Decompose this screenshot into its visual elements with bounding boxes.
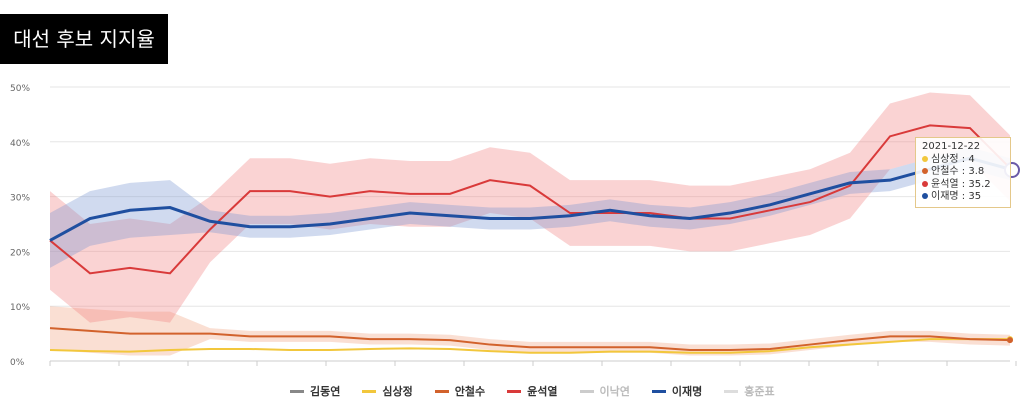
legend-label: 안철수 xyxy=(454,385,486,398)
tooltip: 2021-12-22 심상정 : 4 안철수 : 3.8 윤석열 : 35.2 이재명… xyxy=(915,137,1011,208)
legend-label: 이재명 xyxy=(671,385,703,398)
series-line[interactable] xyxy=(49,156,1011,242)
legend-item[interactable]: 김동연 xyxy=(290,383,340,399)
tooltip-name: 윤석열 xyxy=(931,178,959,190)
legend-swatch xyxy=(724,389,739,393)
tooltip-name: 심상정 xyxy=(931,153,959,165)
legend-item[interactable]: 윤석열 xyxy=(507,383,558,399)
legend-swatch xyxy=(651,389,666,393)
legend-swatch xyxy=(362,389,377,393)
legend-swatch xyxy=(579,389,594,393)
legend-item[interactable]: 홍준표 xyxy=(724,383,775,399)
legend-label: 김동연 xyxy=(310,385,341,398)
chart-title: 대선 후보 지지율 xyxy=(0,14,168,64)
series-dot-icon xyxy=(922,180,928,187)
series-dot-icon xyxy=(922,193,928,199)
tooltip-value: 35.2 xyxy=(968,178,991,190)
confidence-band xyxy=(50,92,1010,323)
y-tick-label: 50% xyxy=(10,84,30,94)
series-dot-icon xyxy=(922,168,928,174)
tooltip-name: 이재명 xyxy=(931,191,959,202)
tooltip-item: 심상정 : 4 xyxy=(922,154,1004,167)
legend-item[interactable]: 이재명 xyxy=(651,383,703,399)
legend-swatch xyxy=(507,389,522,393)
series-dot-icon xyxy=(922,155,928,162)
tooltip-value: 35 xyxy=(968,191,982,202)
legend-item[interactable]: 이낙연 xyxy=(579,383,630,399)
confidence-band xyxy=(50,147,1010,268)
series-line[interactable] xyxy=(49,327,1011,352)
tooltip-item: 안철수 : 3.8 xyxy=(922,166,1004,179)
tooltip-date: 2021-12-22 xyxy=(922,141,981,152)
legend-label: 이낙연 xyxy=(599,385,630,398)
legend: 김동연 심상정 안철수 윤석열 이낙연 이재명 홍준표 xyxy=(290,383,775,399)
y-tick-label: 30% xyxy=(10,194,30,204)
y-tick-label: 20% xyxy=(10,248,30,258)
y-tick-label: 10% xyxy=(10,303,30,313)
legend-item[interactable]: 안철수 xyxy=(434,383,486,399)
tooltip-item: 윤석열 : 35.2 xyxy=(922,179,1004,192)
legend-label: 윤석열 xyxy=(527,385,558,398)
y-tick-label: 40% xyxy=(10,139,30,149)
legend-swatch xyxy=(434,389,449,393)
tooltip-name: 안철수 xyxy=(931,166,959,177)
series-line[interactable] xyxy=(49,124,1011,275)
legend-item[interactable]: 심상정 xyxy=(362,383,413,399)
legend-label: 홍준표 xyxy=(744,385,775,398)
legend-label: 심상정 xyxy=(382,385,413,398)
y-tick-label: 0% xyxy=(10,358,25,368)
series-line[interactable] xyxy=(49,338,1010,354)
data-point[interactable] xyxy=(1007,337,1013,344)
tooltip-value: 4 xyxy=(968,153,975,165)
tooltip-value: 3.8 xyxy=(968,166,985,177)
tooltip-item: 이재명 : 35 xyxy=(922,191,1004,204)
legend-swatch xyxy=(290,389,304,393)
